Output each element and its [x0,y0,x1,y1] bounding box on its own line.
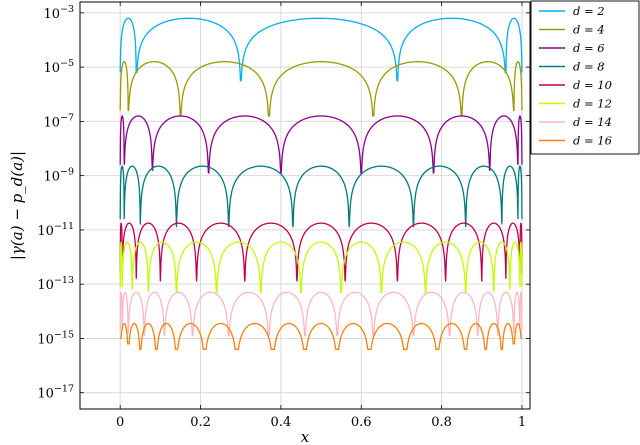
plot-frame [79,1,531,410]
x-tick-label: 0.4 [271,415,292,430]
series-line-7 [119,291,523,337]
legend-label: d = 14 [573,115,612,129]
y-tick-label: 10−17 [37,384,74,402]
y-tick-label: 10−9 [43,167,74,185]
x-axis-label: x [301,428,310,445]
legend-label: d = 4 [573,23,605,37]
series-line-6 [119,241,523,293]
x-tick-label: 1 [518,415,526,430]
y-tick-label: 10−5 [43,58,74,76]
x-axis-ticks: 0 0.2 0.4 0.6 0.8 1 [116,2,526,430]
y-tick-label: 10−3 [43,4,74,22]
legend-label: d = 2 [573,4,605,18]
series-line-4 [119,165,523,228]
y-tick-label: 10−13 [37,275,74,293]
x-tick-label: 0.8 [431,415,452,430]
legend-label: d = 12 [573,97,612,111]
series-lines [119,17,523,350]
legend-box [530,0,640,155]
series-line-2 [119,61,523,117]
series-line-5 [119,222,523,282]
series-line-3 [119,114,523,174]
x-tick-label: 0.6 [351,415,372,430]
legend: d = 2 d = 4 d = 6 d = 8 d = 10 d = 12 d = 14 d … [530,0,640,155]
x-tick-label: 0.2 [190,415,211,430]
legend-label: d = 6 [573,41,605,55]
legend-label: d = 10 [573,78,612,92]
series-line-1 [119,17,523,82]
y-axis-label: |γ(a) − p_d(a)| [8,151,26,260]
y-tick-label: 10−11 [37,221,74,239]
y-axis-ticks: 10−3 10−5 10−7 10−9 10−11 10−13 10−15 10−17 [37,4,530,402]
y-tick-label: 10−15 [37,329,74,347]
series-line-8 [120,322,522,350]
x-tick-label: 0 [116,415,124,430]
y-tick-label: 10−7 [43,112,74,130]
legend-label: d = 8 [573,60,605,74]
legend-label: d = 16 [573,134,612,148]
